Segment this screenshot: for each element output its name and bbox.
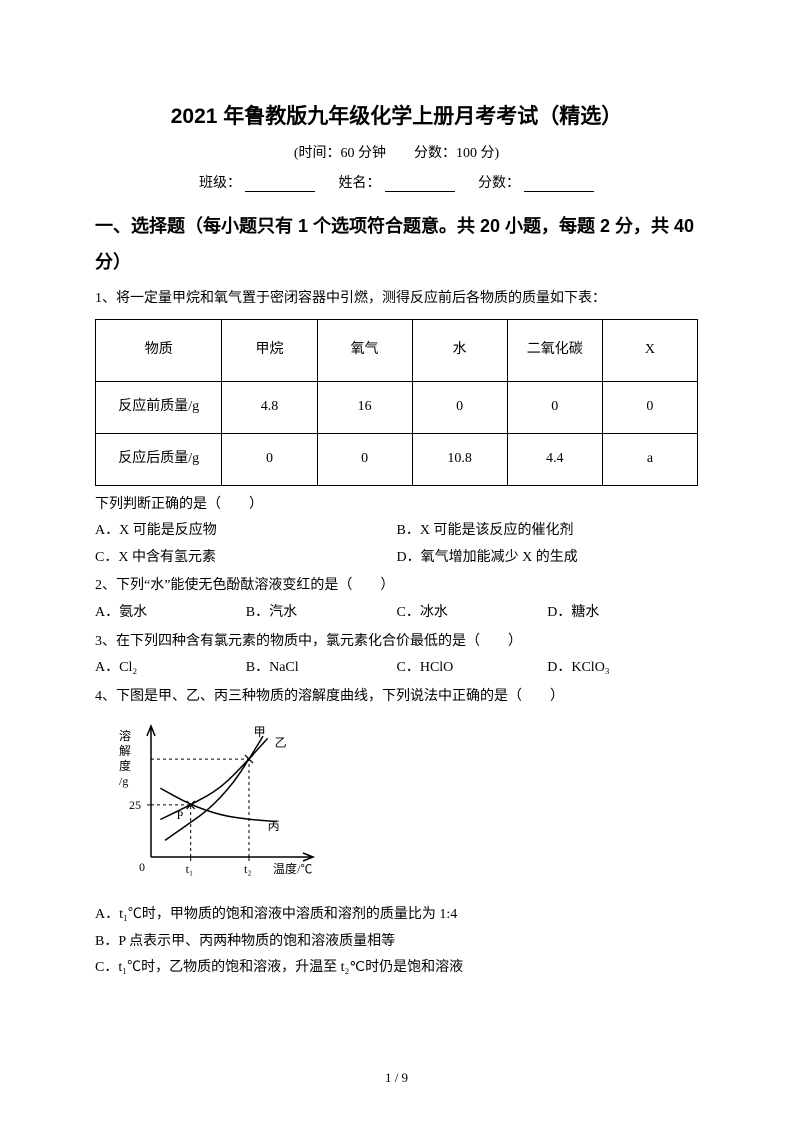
svg-text:t₂: t₂ <box>244 862 252 876</box>
q4-stem: 4、下图是甲、乙、丙三种物质的溶解度曲线，下列说法中正确的是（ ） <box>95 684 698 711</box>
svg-text:溶: 溶 <box>119 728 131 743</box>
q1-options-row1: A．X 可能是反应物 B．X 可能是该反应的催化剂 <box>95 518 698 545</box>
q1-option-b: B．X 可能是该反应的催化剂 <box>397 518 699 545</box>
q1-options-row2: C．X 中含有氢元素 D．氧气增加能减少 X 的生成 <box>95 545 698 572</box>
svg-text:丙: 丙 <box>268 819 280 833</box>
table-cell: 0 <box>507 381 602 433</box>
q2-stem: 2、下列“水”能使无色酚酞溶液变红的是（ ） <box>95 573 698 600</box>
student-info-line: 班级： 姓名： 分数： <box>95 172 698 192</box>
table-cell: 反应前质量/g <box>96 381 222 433</box>
question-1: 1、将一定量甲烷和氧气置于密闭容器中引燃，测得反应前后各物质的质量如下表： 物质… <box>95 286 698 571</box>
q3-option-d: D．KClO₃ <box>547 655 698 682</box>
table-header: 氧气 <box>317 319 412 381</box>
q2-option-a: A．氨水 <box>95 600 246 627</box>
svg-text:25: 25 <box>129 798 141 812</box>
svg-text:温度/℃: 温度/℃ <box>273 861 312 876</box>
table-cell: 4.8 <box>222 381 317 433</box>
q3-option-b: B．NaCl <box>246 655 397 682</box>
q1-stem: 1、将一定量甲烷和氧气置于密闭容器中引燃，测得反应前后各物质的质量如下表： <box>95 286 698 313</box>
table-row: 物质 甲烷 氧气 水 二氧化碳 X <box>96 319 698 381</box>
svg-text:解: 解 <box>119 744 131 758</box>
q2-option-d: D．糖水 <box>547 600 698 627</box>
question-2: 2、下列“水”能使无色酚酞溶液变红的是（ ） A．氨水 B．汽水 C．冰水 D．… <box>95 573 698 626</box>
table-cell: 0 <box>222 433 317 485</box>
table-header: 二氧化碳 <box>507 319 602 381</box>
score-label: 分数： <box>478 176 520 191</box>
page-footer: 1 / 9 <box>0 1070 793 1086</box>
svg-text:t₁: t₁ <box>186 862 194 876</box>
q3-options: A．Cl₂ B．NaCl C．HClO D．KClO₃ <box>95 655 698 682</box>
question-4: 4、下图是甲、乙、丙三种物质的溶解度曲线，下列说法中正确的是（ ） 溶解度/g 温… <box>95 684 698 982</box>
q4-option-b: B．P 点表示甲、丙两种物质的饱和溶液质量相等 <box>95 929 698 956</box>
q2-options: A．氨水 B．汽水 C．冰水 D．糖水 <box>95 600 698 627</box>
question-3: 3、在下列四种含有氯元素的物质中，氯元素化合价最低的是（ ） A．Cl₂ B．N… <box>95 629 698 682</box>
q2-option-c: C．冰水 <box>397 600 548 627</box>
table-cell: 反应后质量/g <box>96 433 222 485</box>
svg-text:P: P <box>177 808 184 822</box>
section-1-heading: 一、选择题（每小题只有 1 个选项符合题意。共 20 小题，每题 2 分，共 4… <box>95 208 698 280</box>
table-header: X <box>602 319 697 381</box>
table-header: 甲烷 <box>222 319 317 381</box>
class-blank[interactable] <box>245 178 315 192</box>
table-header: 水 <box>412 319 507 381</box>
q1-option-c: C．X 中含有氢元素 <box>95 545 397 572</box>
q2-option-b: B．汽水 <box>246 600 397 627</box>
table-cell: 0 <box>317 433 412 485</box>
chart-svg: 溶解度/g 温度/℃ 0 25 t₁ t₂ 甲乙丙 P <box>111 720 321 885</box>
page-title: 2021 年鲁教版九年级化学上册月考考试（精选） <box>95 100 698 130</box>
svg-text:度: 度 <box>119 758 131 773</box>
name-label: 姓名： <box>339 176 381 191</box>
q3-option-a: A．Cl₂ <box>95 655 246 682</box>
svg-text:甲: 甲 <box>254 726 266 740</box>
q3-option-c: C．HClO <box>397 655 548 682</box>
table-header: 物质 <box>96 319 222 381</box>
solubility-chart: 溶解度/g 温度/℃ 0 25 t₁ t₂ 甲乙丙 P <box>111 720 698 896</box>
svg-text:乙: 乙 <box>275 736 287 750</box>
q1-after: 下列判断正确的是（ ） <box>95 492 698 519</box>
class-label: 班级： <box>199 176 241 191</box>
table-cell: 10.8 <box>412 433 507 485</box>
svg-text:0: 0 <box>139 860 145 874</box>
q1-option-d: D．氧气增加能减少 X 的生成 <box>397 545 699 572</box>
table-cell: 0 <box>412 381 507 433</box>
q1-option-a: A．X 可能是反应物 <box>95 518 397 545</box>
q4-option-c: C．t₁℃时，乙物质的饱和溶液，升温至 t₂℃时仍是饱和溶液 <box>95 955 698 982</box>
table-cell: a <box>602 433 697 485</box>
name-blank[interactable] <box>385 178 455 192</box>
table-cell: 16 <box>317 381 412 433</box>
table-cell: 0 <box>602 381 697 433</box>
q4-option-a: A．t₁℃时，甲物质的饱和溶液中溶质和溶剂的质量比为 1:4 <box>95 902 698 929</box>
svg-text:/g: /g <box>119 774 128 788</box>
table-cell: 4.4 <box>507 433 602 485</box>
table-row: 反应前质量/g 4.8 16 0 0 0 <box>96 381 698 433</box>
page-subtitle: (时间：60 分钟 分数：100 分) <box>95 142 698 162</box>
table-row: 反应后质量/g 0 0 10.8 4.4 a <box>96 433 698 485</box>
q3-stem: 3、在下列四种含有氯元素的物质中，氯元素化合价最低的是（ ） <box>95 629 698 656</box>
score-blank[interactable] <box>524 178 594 192</box>
q1-table: 物质 甲烷 氧气 水 二氧化碳 X 反应前质量/g 4.8 16 0 0 0 反… <box>95 319 698 486</box>
